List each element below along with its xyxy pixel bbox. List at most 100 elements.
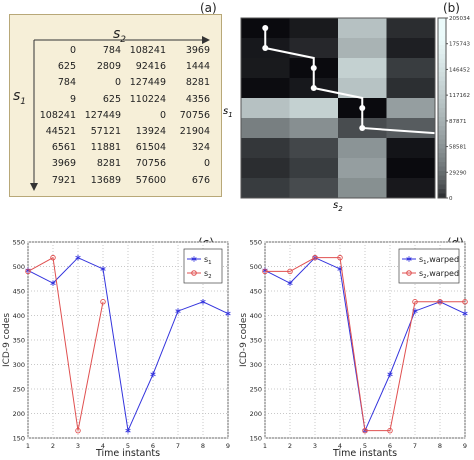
warping-path-point	[359, 105, 366, 111]
series-point	[262, 268, 268, 275]
matrix-cell: 108241	[129, 45, 166, 56]
matrix-cell: 7921	[51, 174, 76, 186]
legend-label: s1	[204, 255, 212, 266]
colorbar-segment	[438, 117, 446, 122]
colorbar-segment	[438, 153, 446, 158]
legend-marker	[191, 256, 197, 262]
series-point	[287, 268, 293, 275]
matrix-cell: 61504	[135, 142, 166, 154]
heatmap-cell	[338, 18, 387, 39]
colorbar-segment	[438, 184, 446, 190]
y-tick-label: 500	[250, 263, 262, 271]
colorbar-segment	[438, 49, 446, 55]
colorbar-frame	[437, 17, 447, 199]
matrix-cell: 6561	[51, 142, 76, 154]
colorbar-segment	[438, 180, 446, 185]
series-point	[462, 310, 468, 317]
matrix-cell: 4356	[185, 93, 210, 105]
legend-marker	[191, 270, 197, 276]
matrix-cell: 13924	[135, 126, 166, 137]
heatmap-cell	[386, 38, 436, 59]
matrix-cell: 9	[69, 93, 76, 105]
heatmap-cell	[241, 118, 290, 139]
matrix-cell: 110224	[129, 93, 166, 105]
y-tick-label: 200	[13, 410, 25, 418]
chart-original-sequences: 1 2 3 4 5 6 7 8 9 150 200 250 300 350 400 450 500 550 ICD-…	[2, 239, 231, 459]
colorbar-segment	[438, 193, 446, 199]
y-tick-label: 250	[250, 386, 262, 394]
heatmap-cell	[241, 78, 290, 99]
colorbar-tick-label: 146452	[449, 67, 470, 73]
matrix-cell: 3969	[51, 158, 76, 170]
heatmap-cell	[289, 98, 339, 119]
heatmap-grid	[241, 18, 436, 199]
colorbar-segment	[438, 85, 446, 91]
colorbar-segment	[438, 40, 446, 46]
series-point	[75, 427, 81, 434]
colorbar-tick-label: 87871	[449, 119, 467, 125]
heatmap-cell	[241, 138, 290, 159]
matrix-cell: 625	[57, 61, 76, 73]
x-axis-label: Time instants	[95, 448, 160, 459]
x-tick-label: 8	[438, 442, 442, 450]
heatmap-cell	[289, 158, 339, 179]
x-tick-label: 6	[388, 442, 392, 450]
colorbar-tick-label: 175743	[449, 42, 470, 48]
legend-label: s1,warped	[419, 255, 459, 266]
colorbar-segment	[438, 54, 446, 59]
x-tick-label: 7	[413, 442, 417, 450]
heatmap-cell	[386, 98, 436, 119]
colorbar-segment	[438, 18, 446, 23]
x-tick-label: 2	[288, 442, 292, 450]
colorbar-segment	[438, 112, 446, 118]
matrix-cell: 676	[191, 174, 210, 186]
y-tick-label: 400	[250, 312, 262, 320]
y-tick-label: 300	[250, 361, 262, 369]
series-point	[175, 308, 181, 314]
colorbar-tick-label: 205034	[449, 16, 470, 22]
colorbar: 205034 175743 146452 117162 87871 58581 29290 0	[437, 16, 470, 202]
matrix-cell: 1444	[185, 61, 210, 73]
y-tick-label: 500	[13, 263, 25, 271]
colorbar-segment	[438, 157, 446, 163]
heatmap-cell	[289, 38, 339, 59]
colorbar-segment	[438, 27, 446, 32]
matrix-axis-arrows	[30, 36, 210, 191]
colorbar-segment	[438, 99, 446, 104]
heatmap-panel: s1 s2 205034 175743 146452 117162 87871 58581…	[223, 16, 474, 213]
x-tick-label: 9	[226, 442, 230, 450]
x-tick-label: 3	[313, 442, 317, 450]
series-point	[100, 266, 106, 272]
colorbar-segment	[438, 144, 446, 149]
series-line-2	[27, 256, 104, 431]
series-line-2	[265, 257, 465, 432]
series-point	[125, 427, 131, 434]
series-point	[462, 299, 468, 305]
matrix-cell: 0	[203, 158, 210, 170]
colorbar-segment	[438, 45, 446, 50]
series-point	[437, 299, 443, 305]
colorbar-tick-label: 117162	[449, 93, 470, 99]
y-tick-label: 250	[13, 386, 25, 394]
legend-label: s2	[204, 269, 212, 280]
heatmap-cell	[338, 38, 387, 59]
x-tick-label: 1	[26, 442, 30, 450]
y-tick-label: 550	[13, 239, 25, 247]
heatmap-cell	[241, 158, 290, 179]
matrix-cell: 108241	[39, 109, 76, 121]
warping-path-point	[359, 125, 366, 131]
matrix-cell: 21904	[179, 126, 210, 137]
panel-label-a: (a)	[200, 1, 217, 15]
heatmap-cell	[241, 178, 290, 199]
colorbar-tick-label: 58581	[449, 145, 467, 151]
colorbar-tick-label: 0	[449, 196, 453, 202]
matrix-cell: 3969	[185, 45, 210, 56]
heatmap-xlabel: s2	[333, 200, 343, 213]
matrix-cell: 2809	[96, 61, 121, 73]
colorbar-segment	[438, 139, 446, 145]
heatmap-cell	[289, 18, 339, 39]
series-point	[50, 280, 56, 286]
heatmap-cell	[338, 58, 387, 79]
distance-matrix-table: s2 s1 0 784 108241 3969 625 2809 92416 1444 784 0…	[9, 14, 222, 197]
colorbar-segment	[438, 58, 446, 64]
